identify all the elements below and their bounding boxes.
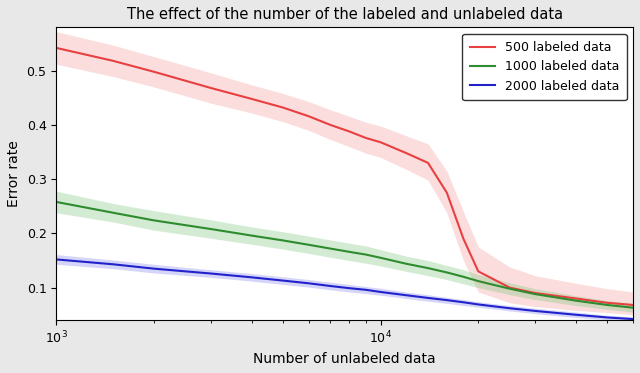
2000 labeled data <box>572 313 580 317</box>
1000 labeled data <box>305 242 312 247</box>
2000 labeled data <box>150 266 157 271</box>
1000 labeled data <box>248 233 255 238</box>
Line: 2000 labeled data: 2000 labeled data <box>56 260 633 319</box>
1000 labeled data <box>377 256 385 260</box>
2000 labeled data <box>460 300 467 304</box>
Line: 1000 labeled data: 1000 labeled data <box>56 202 633 308</box>
1000 labeled data <box>326 246 334 251</box>
500 labeled data <box>506 285 513 290</box>
500 labeled data <box>377 140 385 144</box>
1000 labeled data <box>207 227 215 231</box>
500 labeled data <box>326 123 334 127</box>
2000 labeled data <box>474 302 482 307</box>
2000 labeled data <box>424 296 432 300</box>
2000 labeled data <box>52 257 60 262</box>
1000 labeled data <box>572 298 580 303</box>
2000 labeled data <box>377 290 385 294</box>
500 labeled data <box>424 161 432 165</box>
2000 labeled data <box>604 315 611 320</box>
500 labeled data <box>150 69 157 74</box>
Legend: 500 labeled data, 1000 labeled data, 2000 labeled data: 500 labeled data, 1000 labeled data, 200… <box>463 34 627 100</box>
2000 labeled data <box>326 284 334 288</box>
2000 labeled data <box>109 262 117 267</box>
1000 labeled data <box>279 238 287 243</box>
1000 labeled data <box>52 200 60 204</box>
500 labeled data <box>279 105 287 110</box>
500 labeled data <box>362 136 370 140</box>
2000 labeled data <box>506 306 513 310</box>
1000 labeled data <box>150 218 157 223</box>
Line: 500 labeled data: 500 labeled data <box>56 48 633 305</box>
2000 labeled data <box>279 278 287 283</box>
500 labeled data <box>109 59 117 63</box>
500 labeled data <box>572 296 580 301</box>
2000 labeled data <box>248 275 255 280</box>
1000 labeled data <box>403 261 410 266</box>
1000 labeled data <box>346 250 353 254</box>
1000 labeled data <box>362 252 370 257</box>
X-axis label: Number of unlabeled data: Number of unlabeled data <box>253 352 436 366</box>
1000 labeled data <box>604 303 611 307</box>
2000 labeled data <box>207 271 215 276</box>
500 labeled data <box>443 191 451 195</box>
1000 labeled data <box>474 279 482 283</box>
1000 labeled data <box>506 286 513 291</box>
1000 labeled data <box>424 266 432 270</box>
Title: The effect of the number of the labeled and unlabeled data: The effect of the number of the labeled … <box>127 7 563 22</box>
2000 labeled data <box>443 298 451 303</box>
2000 labeled data <box>346 286 353 291</box>
500 labeled data <box>532 291 540 295</box>
1000 labeled data <box>460 275 467 279</box>
2000 labeled data <box>629 317 637 321</box>
500 labeled data <box>604 301 611 305</box>
1000 labeled data <box>532 292 540 297</box>
2000 labeled data <box>403 293 410 297</box>
500 labeled data <box>460 236 467 241</box>
2000 labeled data <box>362 288 370 292</box>
2000 labeled data <box>305 281 312 286</box>
500 labeled data <box>629 303 637 307</box>
1000 labeled data <box>109 210 117 215</box>
500 labeled data <box>346 129 353 134</box>
500 labeled data <box>207 86 215 90</box>
2000 labeled data <box>532 309 540 313</box>
1000 labeled data <box>443 270 451 275</box>
500 labeled data <box>248 97 255 101</box>
Y-axis label: Error rate: Error rate <box>7 140 21 207</box>
1000 labeled data <box>629 305 637 310</box>
500 labeled data <box>52 46 60 50</box>
500 labeled data <box>474 269 482 274</box>
500 labeled data <box>305 114 312 119</box>
500 labeled data <box>403 151 410 155</box>
